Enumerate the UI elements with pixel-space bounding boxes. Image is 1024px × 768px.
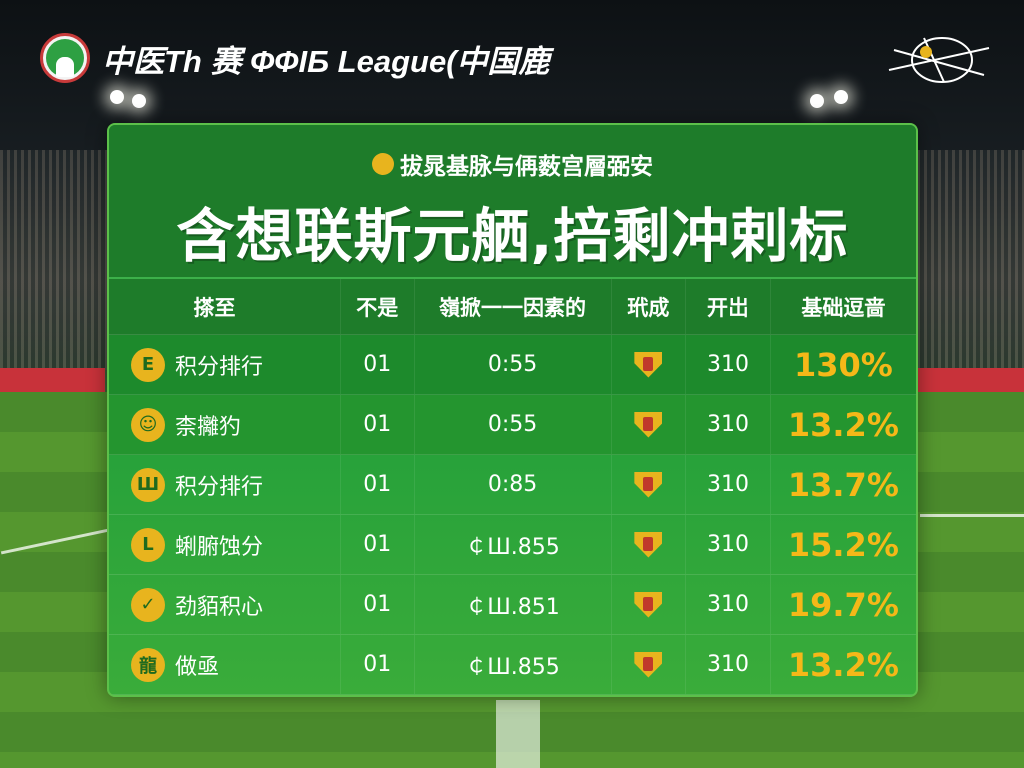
percentage: 13.2% — [787, 405, 899, 444]
floodlight — [810, 94, 824, 108]
team-logo-icon: Ш — [131, 467, 165, 502]
team-logo-icon: L — [131, 527, 165, 562]
team-cell: E 积分排行 — [109, 335, 341, 394]
badge-cell — [612, 395, 687, 454]
percentage: 13.7% — [787, 465, 899, 504]
table-row[interactable]: ☺ 柰攡犳 01 0:55 310 13.2% — [109, 395, 916, 455]
floodlight — [110, 90, 124, 104]
cell: 01 — [341, 455, 415, 514]
cell: 0:85 — [415, 455, 612, 514]
table-row[interactable]: E 积分排行 01 0:55 310 130% — [109, 335, 916, 395]
column-header[interactable]: 开岀 — [686, 279, 771, 334]
cell: 310 — [686, 635, 771, 694]
cell: 310 — [686, 335, 771, 394]
team-name: 积分排行 — [175, 474, 264, 500]
panel-title-area: 拔晁基脉与侢薮宫層弼安 含想联斯元舾,掊剩冲剌标 — [109, 125, 916, 279]
percentage: 19.7% — [787, 585, 899, 624]
cell: ￠Ш.855 — [415, 635, 612, 694]
cell: 01 — [341, 515, 415, 574]
team-cell: ☺ 柰攡犳 — [109, 395, 341, 454]
column-header[interactable]: 不是 — [341, 279, 415, 334]
cell: 310 — [686, 455, 771, 514]
team-logo-icon: ☺ — [131, 407, 165, 442]
shield-icon — [634, 591, 663, 618]
cell: 01 — [341, 395, 415, 454]
cell: ￠Ш.855 — [415, 515, 612, 574]
team-cell: 龍做亟 — [109, 635, 341, 694]
cell: 310 — [686, 515, 771, 574]
floodlight — [834, 90, 848, 104]
team-name: 积分排行 — [175, 354, 264, 380]
standings-panel: 拔晁基脉与侢薮宫層弼安 含想联斯元舾,掊剩冲剌标 搽至 不是 嶺掀一一因素的 玳… — [107, 123, 918, 697]
column-header[interactable]: 基础逗啬 — [801, 295, 886, 320]
cell: 310 — [686, 395, 771, 454]
cell: 0:55 — [415, 335, 612, 394]
cell: 01 — [341, 635, 415, 694]
cell: 0:55 — [415, 395, 612, 454]
shield-icon — [634, 651, 663, 678]
panel-subtitle: 拔晁基脉与侢薮宫層弼安 — [372, 147, 653, 181]
team-name: 做亟 — [175, 654, 220, 680]
pitch-line — [496, 700, 540, 768]
ball-icon — [372, 153, 394, 175]
shield-icon — [634, 351, 663, 378]
table-header: 搽至 不是 嶺掀一一因素的 玳成 开岀 基础逗啬 — [109, 279, 916, 335]
badge-cell — [612, 515, 687, 574]
badge-cell — [612, 635, 687, 694]
cell: 01 — [341, 575, 415, 634]
panel-title: 含想联斯元舾,掊剩冲剌标 — [176, 202, 849, 270]
pitch-line — [920, 514, 1024, 517]
table-row[interactable]: 龍做亟 01 ￠Ш.855 310 13.2% — [109, 635, 916, 695]
table-row[interactable]: L 蜊腑蚀分 01 ￠Ш.855 310 15.2% — [109, 515, 916, 575]
header: 中医Th 赛 ФФІБ League(中国鹿 — [40, 33, 550, 83]
shield-icon — [634, 531, 663, 558]
cell: ￠Ш.851 — [415, 575, 612, 634]
table-row[interactable]: ✓ 劲貊积心 01 ￠Ш.851 310 19.7% — [109, 575, 916, 635]
team-logo-icon: 龍 — [131, 647, 165, 682]
column-header[interactable]: 玳成 — [612, 279, 687, 334]
percentage: 13.2% — [787, 645, 899, 684]
team-cell: L 蜊腑蚀分 — [109, 515, 341, 574]
subtitle-text: 拔晁基脉与侢薮宫層弼安 — [400, 154, 653, 180]
cell: 01 — [341, 335, 415, 394]
badge-cell — [612, 575, 687, 634]
ad-board — [0, 368, 105, 392]
league-crest-icon — [40, 33, 90, 83]
team-logo-icon: ✓ — [131, 587, 165, 622]
team-logo-icon: E — [131, 347, 165, 382]
ad-board — [918, 368, 1024, 392]
sketch-emblem-icon — [888, 37, 990, 83]
team-cell: Ш 积分排行 — [109, 455, 341, 514]
percentage: 130% — [793, 345, 893, 384]
team-name: 蜊腑蚀分 — [175, 534, 264, 560]
table-row[interactable]: Ш 积分排行 01 0:85 310 13.7% — [109, 455, 916, 515]
floodlight — [132, 94, 146, 108]
percentage: 15.2% — [787, 525, 899, 564]
column-header[interactable]: 嶺掀一一因素的 — [415, 279, 612, 334]
team-cell: ✓ 劲貊积心 — [109, 575, 341, 634]
badge-cell — [612, 335, 687, 394]
shield-icon — [634, 471, 663, 498]
team-name: 柰攡犳 — [175, 414, 242, 440]
standings-table: 搽至 不是 嶺掀一一因素的 玳成 开岀 基础逗啬 E 积分排行 01 0:55 3… — [109, 279, 916, 695]
team-name: 劲貊积心 — [175, 594, 264, 620]
brand-title: 中医Th 赛 ФФІБ League(中国鹿 — [102, 43, 550, 79]
shield-icon — [634, 411, 663, 438]
cell: 310 — [686, 575, 771, 634]
badge-cell — [612, 455, 687, 514]
column-header[interactable]: 搽至 — [109, 279, 341, 334]
